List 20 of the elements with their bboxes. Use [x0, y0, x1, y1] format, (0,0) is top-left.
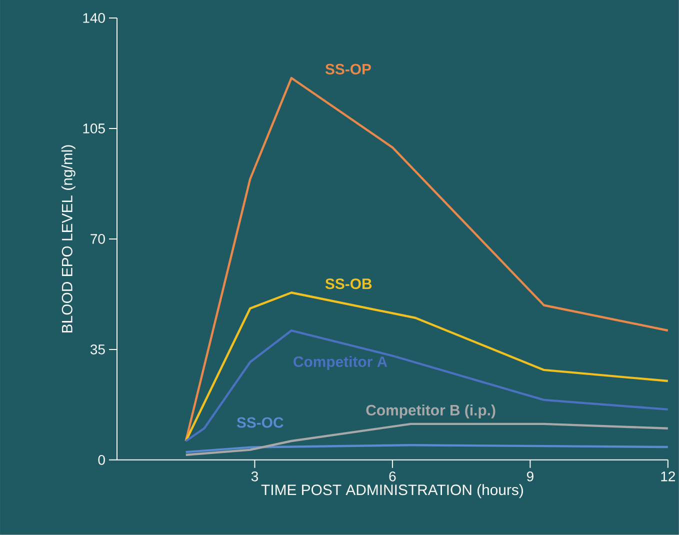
series-label: SS-OB — [325, 278, 372, 290]
line-series — [184, 292, 670, 442]
y-tick-label: 35 — [90, 344, 105, 354]
x-axis-title: TIME POST ADMINISTRATION (hours) — [261, 484, 523, 498]
x-tick-label: 12 — [661, 471, 675, 482]
series-label: SS-OP — [325, 64, 371, 74]
series-label: SS-OC — [236, 417, 284, 428]
y-tick-label: 0 — [98, 455, 105, 465]
y-tick-label: 140 — [83, 13, 105, 23]
series-label: Competitor B (i.p.) — [366, 404, 496, 418]
y-tick-label: 105 — [83, 124, 105, 134]
line-series — [184, 76, 670, 442]
line-series — [184, 329, 670, 442]
y-tick-label: 70 — [90, 234, 105, 244]
x-tick-label: 9 — [526, 471, 534, 482]
x-tick-label: 3 — [251, 471, 258, 482]
line-series — [184, 444, 670, 454]
x-tick-label: 6 — [389, 471, 396, 482]
series-label: Competitor A — [294, 356, 388, 370]
y-axis-title: BLOOD EPO LEVEL (ng/ml) — [61, 145, 76, 332]
